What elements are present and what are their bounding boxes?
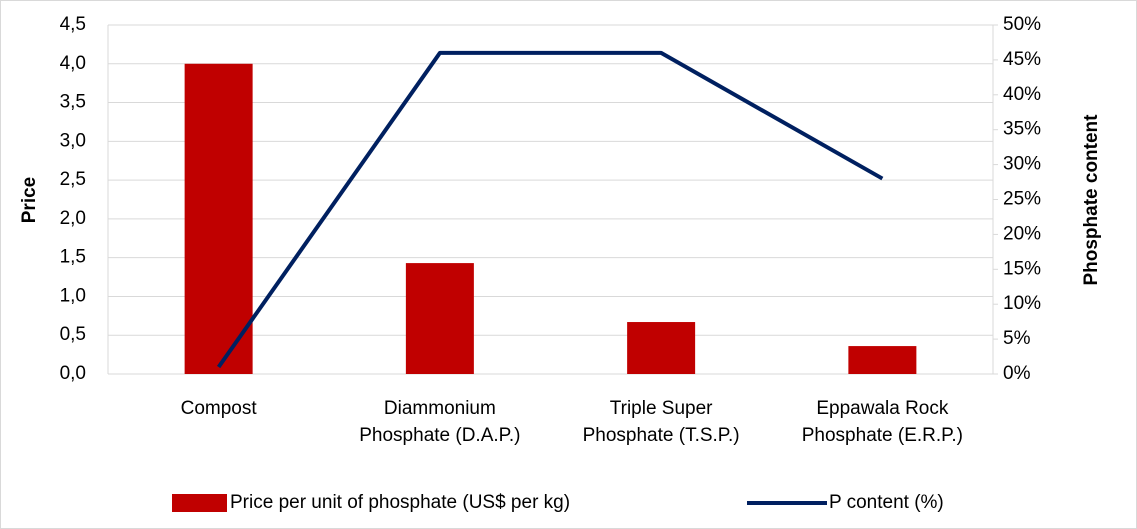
y-tick-label: 4,0: [60, 53, 86, 74]
y2-tick-label: 35%: [1003, 119, 1041, 140]
y2-tick-label: 10%: [1003, 293, 1041, 314]
legend-label: Price per unit of phosphate (US$ per kg): [230, 492, 570, 513]
x-tick-label: Eppawala Rock Phosphate (E.R.P.): [802, 398, 963, 446]
y2-tick-label: 0%: [1003, 363, 1031, 384]
y-tick-label: 0,5: [60, 324, 86, 345]
x-tick-label: Diammonium Phosphate (D.A.P.): [359, 398, 520, 446]
y-tick-label: 1,5: [60, 247, 86, 268]
bar: [627, 322, 696, 374]
legend-swatch: [172, 494, 227, 512]
bar: [848, 346, 917, 374]
y2-tick-label: 15%: [1003, 258, 1041, 279]
bar: [405, 263, 474, 374]
y2-tick-label: 50%: [1003, 14, 1041, 35]
y-tick-label: 1,0: [60, 285, 86, 306]
y2-tick-label: 45%: [1003, 49, 1041, 70]
y2-tick-label: 30%: [1003, 154, 1041, 175]
y-tick-label: 2,0: [60, 208, 86, 229]
y-tick-label: 4,5: [60, 14, 86, 35]
x-tick-label: Compost: [181, 398, 258, 419]
bar: [184, 63, 253, 375]
y-tick-label: 0,0: [60, 363, 86, 384]
y2-tick-label: 40%: [1003, 84, 1041, 105]
y2-tick-label: 20%: [1003, 223, 1041, 244]
y2-tick-label: 25%: [1003, 189, 1041, 210]
x-tick-label: Triple Super Phosphate (T.S.P.): [583, 398, 740, 446]
y2-axis-label: Phosphate content: [1081, 114, 1102, 286]
y-tick-label: 3,5: [60, 92, 86, 113]
line: [216, 50, 884, 369]
y-axis-label: Price: [19, 177, 40, 223]
y-tick-label: 2,5: [60, 169, 86, 190]
y2-tick-label: 5%: [1003, 328, 1031, 349]
legend-label: P content (%): [829, 492, 944, 513]
y-tick-label: 3,0: [60, 130, 86, 151]
